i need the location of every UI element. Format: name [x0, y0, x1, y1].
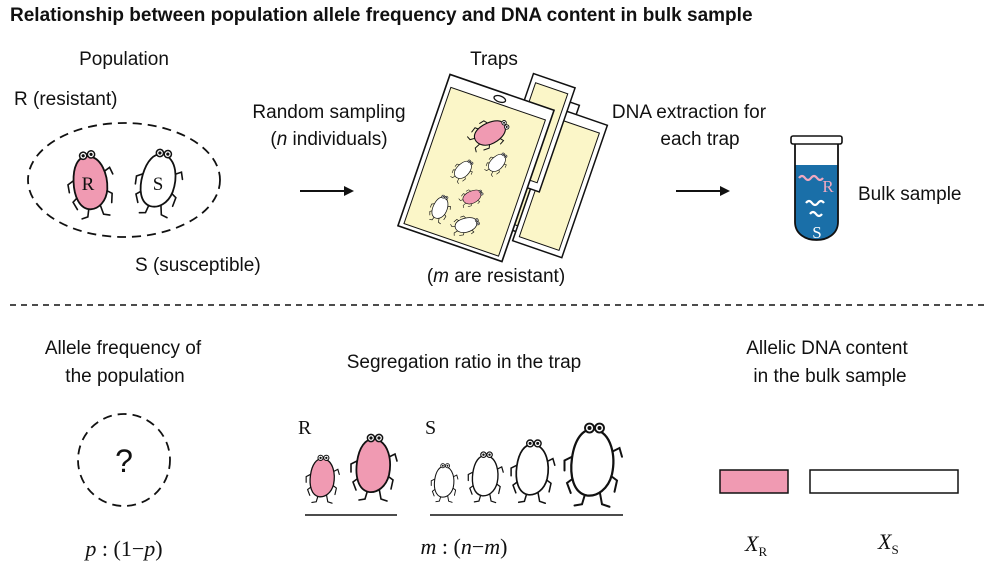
s-insect	[430, 463, 459, 503]
s-insect	[467, 451, 504, 504]
segregation-heading: Segregation ratio in the trap	[347, 352, 582, 373]
population-circle	[27, 122, 221, 238]
resistant-dna-bar	[719, 469, 789, 494]
unknown-circle	[77, 413, 171, 507]
resistant-label: R (resistant)	[14, 89, 117, 110]
susceptible-label: S (susceptible)	[135, 255, 261, 276]
r-insect-large	[350, 433, 398, 502]
xr-label: XR	[744, 531, 767, 559]
traps-heading: Traps	[470, 49, 518, 70]
s-insect	[510, 439, 556, 505]
sampling-label-line2: (n individuals)	[270, 129, 387, 150]
unknown-mark: ?	[115, 443, 133, 479]
dna-r-letter: R	[822, 177, 834, 196]
content-heading-line2: in the bulk sample	[753, 366, 906, 387]
diagram-title: Relationship between population allele f…	[10, 5, 753, 26]
extraction-label-line2: each trap	[660, 129, 739, 150]
segregation-formula: m : (n−m)	[421, 534, 508, 559]
xs-label: XS	[877, 529, 899, 557]
frequency-heading-line1: Allele frequency of	[45, 338, 202, 359]
content-heading-line1: Allelic DNA content	[746, 338, 908, 359]
trap-stack	[396, 72, 609, 263]
bulk-sample-label: Bulk sample	[858, 184, 962, 205]
sampling-label-line1: Random sampling	[252, 102, 405, 123]
susceptible-dna-bar	[809, 469, 959, 494]
frequency-heading-line2: the population	[65, 366, 184, 387]
resistant-letter: R	[82, 174, 95, 195]
susceptible-letter: S	[153, 174, 164, 195]
s-group-label: S	[425, 417, 436, 439]
population-heading: Population	[79, 49, 169, 70]
frequency-formula: p : (1−p)	[83, 536, 162, 561]
r-insect-small	[305, 454, 340, 504]
dna-s-letter: S	[812, 223, 821, 242]
s-insect	[563, 422, 624, 508]
r-group-label: R	[298, 417, 312, 439]
extraction-label-line1: DNA extraction for	[612, 102, 767, 123]
traps-note: (m are resistant)	[427, 266, 565, 287]
bulk-sample-tube	[790, 135, 843, 241]
